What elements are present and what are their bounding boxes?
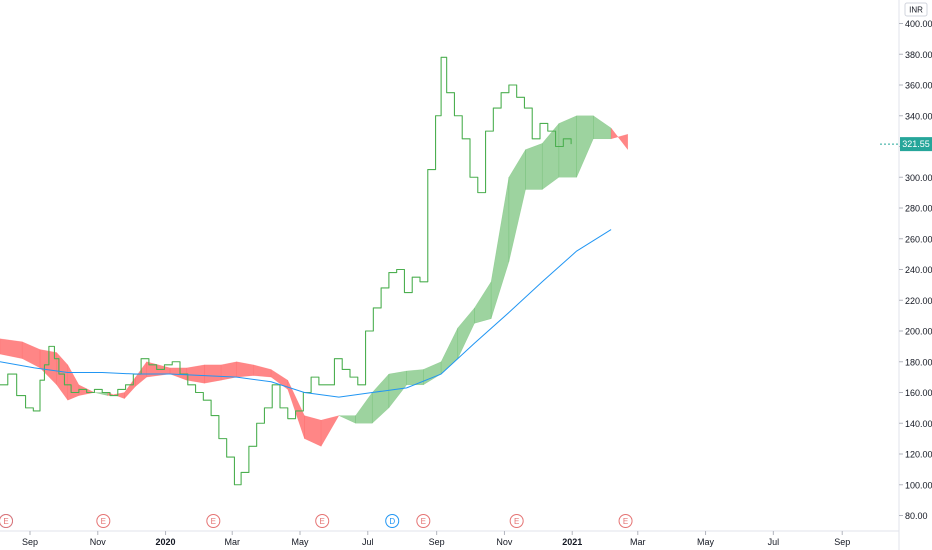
last-price-text: 321.55 bbox=[902, 139, 930, 149]
cloud-segment-bearish bbox=[610, 127, 629, 151]
event-circle bbox=[96, 514, 111, 528]
currency-box bbox=[904, 2, 928, 17]
series-layer bbox=[0, 56, 899, 486]
event-letter: E bbox=[623, 517, 628, 526]
event-circle bbox=[509, 514, 524, 528]
y-tick-label: 240.00 bbox=[905, 265, 932, 275]
y-tick-label: 140.00 bbox=[905, 419, 932, 429]
x-tick-label: 2020 bbox=[156, 537, 176, 547]
last-price-badge-box bbox=[900, 137, 932, 152]
y-tick-label: 200.00 bbox=[905, 327, 932, 337]
time-axis[interactable]: Sep Nov 2020 Mar May Jul Sep Nov 2021 Mar May Jul Se… bbox=[22, 531, 850, 547]
earnings-marker[interactable]: E bbox=[206, 514, 221, 528]
event-circle bbox=[0, 514, 13, 528]
y-tick-label: 80.00 bbox=[905, 511, 928, 521]
x-tick-label: Jul bbox=[362, 537, 374, 547]
currency-label[interactable]: INR bbox=[904, 2, 928, 17]
y-tick-label: 120.00 bbox=[905, 450, 932, 460]
x-tick-label: Jul bbox=[768, 537, 780, 547]
earnings-marker[interactable]: E bbox=[0, 514, 13, 528]
x-tick-label: Mar bbox=[224, 537, 240, 547]
ichimoku-cloud bbox=[0, 115, 629, 448]
x-tick-label: Nov bbox=[496, 537, 513, 547]
y-tick-label: 160.00 bbox=[905, 388, 932, 398]
earnings-marker[interactable]: E bbox=[315, 514, 330, 528]
y-tick-label: 340.00 bbox=[905, 111, 932, 121]
y-tick-label: 100.00 bbox=[905, 480, 932, 490]
earnings-marker[interactable]: E bbox=[416, 514, 431, 528]
y-tick-label: 380.00 bbox=[905, 50, 932, 60]
currency-text: INR bbox=[909, 6, 923, 15]
x-tick-label: Sep bbox=[22, 537, 38, 547]
event-circle bbox=[385, 514, 400, 528]
y-tick-label: 220.00 bbox=[905, 296, 932, 306]
event-circle bbox=[206, 514, 221, 528]
events-layer: DEEEEDEEE bbox=[0, 514, 633, 528]
earnings-marker[interactable]: E bbox=[96, 514, 111, 528]
x-tick-label: May bbox=[291, 537, 309, 547]
x-tick-label: Nov bbox=[90, 537, 107, 547]
price-line bbox=[0, 56, 572, 486]
last-price-badge: 321.55 bbox=[900, 137, 932, 152]
event-letter: E bbox=[320, 517, 325, 526]
dividend-marker[interactable]: D bbox=[385, 514, 400, 528]
y-tick-label: 280.00 bbox=[905, 204, 932, 214]
event-letter: E bbox=[3, 517, 8, 526]
y-tick-label: 400.00 bbox=[905, 19, 932, 29]
y-tick-label: 260.00 bbox=[905, 234, 932, 244]
event-letter: E bbox=[211, 517, 216, 526]
event-letter: E bbox=[514, 517, 519, 526]
event-letter: E bbox=[101, 517, 106, 526]
earnings-marker[interactable]: E bbox=[509, 514, 524, 528]
cloud-segment-bearish bbox=[320, 415, 340, 448]
event-circle bbox=[315, 514, 330, 528]
moving-average-line bbox=[0, 229, 612, 398]
x-tick-label: Mar bbox=[630, 537, 646, 547]
event-letter: E bbox=[421, 517, 426, 526]
x-tick-label: Sep bbox=[429, 537, 445, 547]
cloud-segment-bearish bbox=[204, 364, 222, 384]
cloud-segment-bullish bbox=[525, 143, 543, 190]
event-letter: D bbox=[389, 517, 395, 526]
x-tick-label: May bbox=[697, 537, 715, 547]
y-tick-label: 300.00 bbox=[905, 173, 932, 183]
event-circle bbox=[416, 514, 431, 528]
cloud-segment-bearish bbox=[186, 364, 205, 384]
y-tick-label: 360.00 bbox=[905, 81, 932, 91]
y-tick-label: 180.00 bbox=[905, 357, 932, 367]
earnings-marker[interactable]: E bbox=[618, 514, 633, 528]
event-circle bbox=[618, 514, 633, 528]
x-tick-label: 2021 bbox=[562, 537, 582, 547]
x-tick-label: Sep bbox=[834, 537, 850, 547]
